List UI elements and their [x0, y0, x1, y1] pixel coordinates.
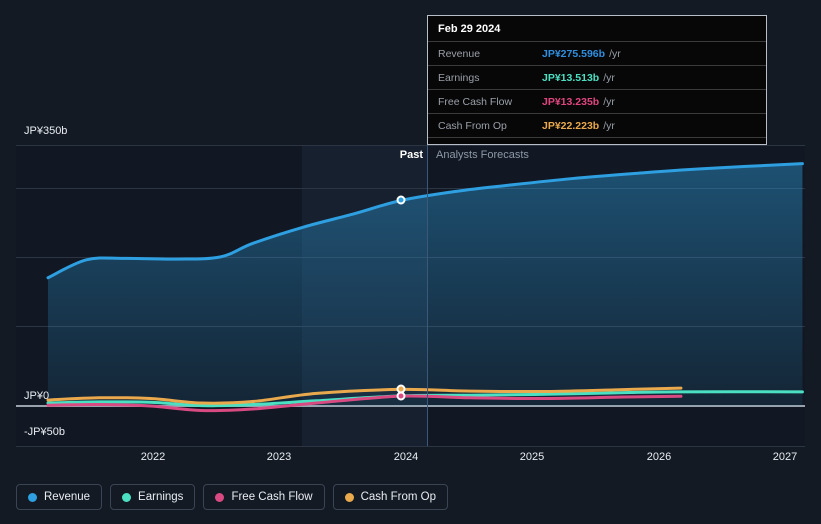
- legend-item-cash-from-op[interactable]: Cash From Op: [332, 484, 449, 510]
- legend-item-free-cash-flow[interactable]: Free Cash Flow: [203, 484, 325, 510]
- series-line-cash-from-op[interactable]: [46, 386, 683, 405]
- past-label: Past: [399, 149, 423, 161]
- legend-item-label: Cash From Op: [360, 491, 437, 503]
- chart-plot-area[interactable]: Past Analysts Forecasts JP¥350b JP¥0 -JP…: [0, 0, 821, 470]
- gridline-2: [16, 188, 805, 189]
- marker-revenue[interactable]: [396, 195, 406, 205]
- tooltip-date: Feb 29 2024: [438, 23, 501, 35]
- y-axis-label-zero: JP¥0: [24, 390, 50, 402]
- tooltip-row-label: Earnings: [438, 71, 480, 84]
- tooltip-footer-rule: [428, 137, 766, 144]
- legend-item-label: Revenue: [44, 491, 91, 503]
- x-axis-label-2023: 2023: [266, 451, 292, 463]
- series-line-free-cash-flow[interactable]: [46, 394, 683, 413]
- tooltip-row: Cash From Op JP¥22.223b/yr: [428, 113, 766, 137]
- series-line-revenue[interactable]: [46, 162, 804, 280]
- legend-swatch-icon: [122, 492, 132, 502]
- gridline-350: [16, 145, 805, 146]
- tooltip-row-unit: /yr: [603, 71, 615, 84]
- legend-item-earnings[interactable]: Earnings: [110, 484, 196, 510]
- tooltip-row-value: JP¥22.223b/yr: [542, 119, 615, 132]
- tooltip-row-label: Cash From Op: [438, 119, 507, 132]
- x-axis-label-2025: 2025: [519, 451, 545, 463]
- x-axis-line: [16, 446, 805, 447]
- legend-item-revenue[interactable]: Revenue: [16, 484, 103, 510]
- tooltip-row-value: JP¥13.235b/yr: [542, 95, 615, 108]
- series-canvas: [46, 162, 804, 413]
- tooltip-row-label: Free Cash Flow: [438, 95, 513, 108]
- y-axis-label-negative: -JP¥50b: [24, 426, 65, 438]
- past-forecast-divider: [427, 122, 428, 446]
- tooltip-row: Revenue JP¥275.596b/yr: [428, 41, 766, 65]
- tooltip-row-unit: /yr: [609, 47, 621, 60]
- tooltip-row-label: Revenue: [438, 47, 481, 60]
- legend-item-label: Free Cash Flow: [231, 491, 313, 503]
- tooltip-row: Free Cash Flow JP¥13.235b/yr: [428, 89, 766, 113]
- analysts-forecasts-label: Analysts Forecasts: [436, 149, 529, 161]
- y-axis-label-top: JP¥350b: [24, 125, 68, 137]
- legend-swatch-icon: [215, 492, 225, 502]
- tooltip-row-value: JP¥13.513b/yr: [542, 71, 615, 84]
- x-axis-label-2026: 2026: [646, 451, 672, 463]
- tooltip-row-unit: /yr: [603, 119, 615, 132]
- tooltip-row: Earnings JP¥13.513b/yr: [428, 65, 766, 89]
- chart-legend[interactable]: Revenue Earnings Free Cash Flow Cash From O…: [16, 484, 449, 510]
- tooltip-row-unit: /yr: [603, 95, 615, 108]
- data-point-tooltip: Feb 29 2024 Revenue JP¥275.596b/yr Earning…: [427, 15, 767, 145]
- x-axis-label-2027: 2027: [772, 451, 798, 463]
- marker-free-cash-flow[interactable]: [396, 391, 406, 401]
- legend-item-label: Earnings: [138, 491, 184, 503]
- legend-swatch-icon: [344, 492, 354, 502]
- tooltip-rows: Revenue JP¥275.596b/yr Earnings JP¥13.513b /…: [428, 41, 766, 137]
- tooltip-row-value: JP¥275.596b/yr: [542, 47, 621, 60]
- revenue-area-fill: [48, 163, 803, 406]
- x-axis-label-2024: 2024: [393, 451, 419, 463]
- legend-swatch-icon: [28, 492, 37, 502]
- x-axis-label-2022: 2022: [140, 451, 166, 463]
